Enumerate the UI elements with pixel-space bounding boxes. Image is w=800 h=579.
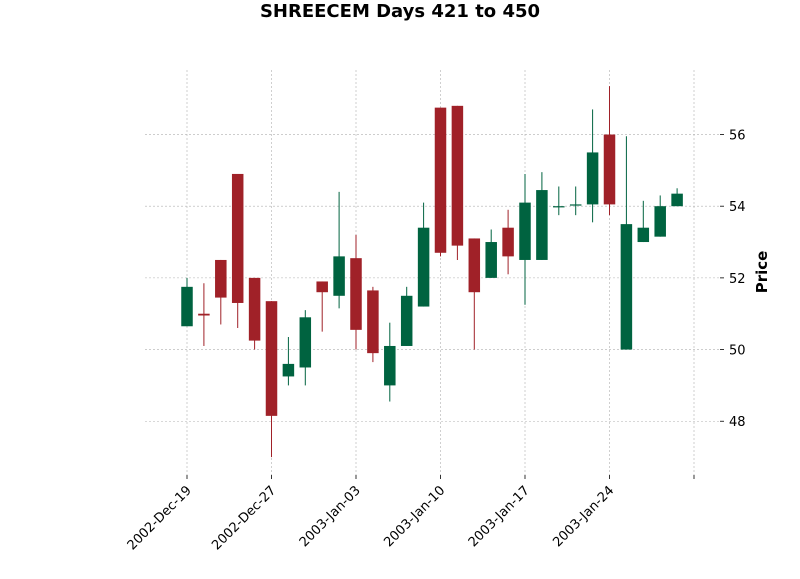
- candle-body: [569, 204, 582, 206]
- candle-body: [620, 224, 633, 350]
- candle-up: [654, 195, 666, 237]
- y-tick-label: 50: [729, 344, 746, 359]
- y-tick-label: 52: [729, 272, 746, 287]
- candle-down: [468, 238, 481, 350]
- candle-body: [671, 193, 683, 207]
- candle-up: [620, 136, 633, 350]
- x-axis: 2002-Dec-19 2002-Dec-27 2003-Jan-03 2003-Ja…: [125, 475, 695, 553]
- candle-body: [553, 206, 565, 208]
- candle-body: [333, 256, 345, 296]
- candle-body: [299, 317, 312, 368]
- candle-up: [282, 337, 295, 386]
- candle-up: [569, 186, 582, 216]
- candle-up: [671, 188, 683, 207]
- candle-body: [384, 345, 396, 386]
- candle-body: [181, 286, 193, 327]
- candle-down: [198, 283, 210, 346]
- candle-body: [367, 290, 379, 354]
- candle-up: [299, 310, 312, 386]
- candle-body: [350, 258, 362, 330]
- candle-up: [417, 202, 430, 307]
- candle-body: [400, 295, 413, 346]
- candle-down: [265, 301, 278, 458]
- candle-down: [316, 281, 328, 332]
- candle-body: [603, 134, 616, 205]
- candle-up: [637, 200, 650, 243]
- candle-body: [248, 277, 261, 341]
- candle-down: [248, 277, 261, 350]
- candle-body: [654, 206, 666, 237]
- candle-body: [519, 202, 531, 260]
- y-tick-label: 54: [729, 200, 746, 215]
- candle-body: [451, 105, 464, 246]
- candle-body: [198, 313, 210, 316]
- y-tick-label: 48: [729, 415, 746, 430]
- x-tick-label: 2003-Jan-24: [550, 483, 617, 550]
- candle-up: [536, 172, 548, 260]
- y-axis-label: Price: [753, 251, 771, 294]
- candle-down: [367, 286, 379, 363]
- candle-down: [451, 105, 464, 260]
- chart-title: SHREECEM Days 421 to 450: [260, 1, 540, 22]
- candle-down: [231, 173, 244, 329]
- candle-body: [536, 190, 548, 260]
- candles: [181, 86, 683, 458]
- x-tick-label: 2002-Dec-27: [209, 483, 279, 553]
- candle-body: [316, 281, 328, 293]
- candle-up: [333, 191, 345, 309]
- candle-body: [637, 227, 650, 243]
- candle-body: [434, 107, 447, 253]
- candle-down: [350, 234, 362, 350]
- candle-body: [417, 227, 430, 307]
- y-tick-label: 56: [729, 129, 746, 144]
- grid: [145, 70, 720, 475]
- y-axis: 48 50 52 54 56: [720, 129, 746, 430]
- candle-body: [468, 238, 481, 293]
- candle-body: [231, 173, 244, 303]
- x-tick-label: 2002-Dec-19: [125, 483, 195, 553]
- candle-up: [485, 229, 497, 278]
- x-tick-label: 2003-Jan-10: [381, 483, 448, 550]
- candle-body: [586, 152, 599, 205]
- candle-body: [265, 301, 278, 416]
- candle-body: [215, 259, 227, 298]
- candle-up: [384, 322, 396, 402]
- candle-up: [519, 173, 531, 305]
- candle-up: [181, 277, 193, 327]
- candle-down: [434, 107, 447, 257]
- candle-down: [502, 209, 514, 275]
- candle-up: [586, 109, 599, 223]
- x-tick-label: 2003-Jan-17: [466, 483, 533, 550]
- candle-body: [502, 227, 514, 257]
- x-tick-label: 2003-Jan-03: [297, 483, 364, 550]
- candle-up: [553, 186, 565, 216]
- candle-down: [215, 259, 227, 325]
- candle-body: [282, 363, 295, 377]
- candle-down: [603, 86, 616, 216]
- candle-up: [400, 286, 413, 346]
- candle-body: [485, 242, 497, 278]
